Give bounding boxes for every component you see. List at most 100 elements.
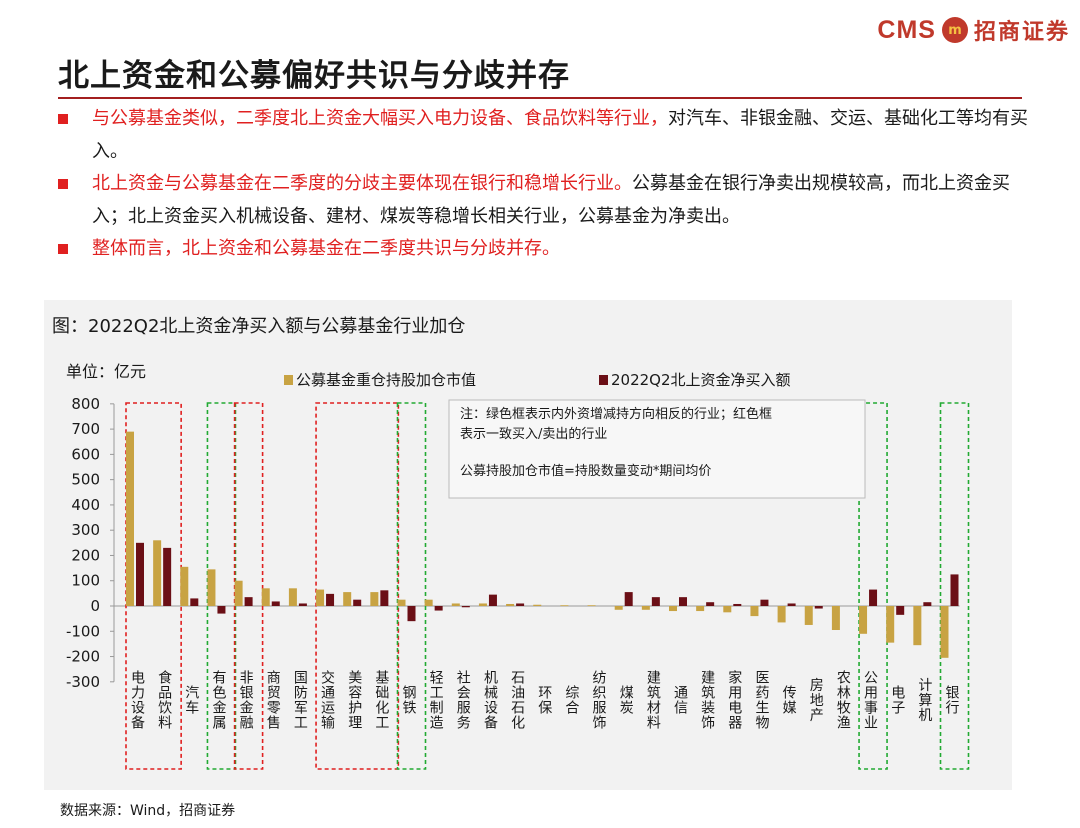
x-tick-label: 综合 — [563, 685, 579, 715]
legend-label: 公募基金重仓持股加仓市值 — [296, 371, 476, 389]
x-tick-label: 银行 — [944, 685, 960, 715]
figure-title: 图：2022Q2北上资金净买入额与公募基金行业加仓 — [52, 316, 466, 337]
x-tick-label: 钢铁 — [401, 685, 417, 715]
bar-fund — [641, 606, 650, 610]
y-tick-label: -300 — [66, 673, 100, 691]
bullet-square-icon — [58, 114, 68, 124]
bar-chart: 单位：亿元 公募基金重仓持股加仓市值 2022Q2北上资金净买入额 800 700 600… — [66, 362, 970, 770]
bullet-body-text: 公募基金在银行净卖出规模较高，而北上资金买入；北上资金买入机械设备、建材、煤炭等… — [92, 173, 1010, 227]
x-tick-label: 有色金属 — [210, 670, 226, 730]
bar-northbound — [896, 606, 905, 615]
highlight-box-green — [939, 402, 970, 770]
bar-northbound — [488, 594, 497, 606]
highlight-box-green — [858, 402, 888, 770]
bar-fund — [831, 606, 840, 631]
y-tick-label: 0 — [90, 597, 100, 615]
bar-northbound — [461, 606, 470, 608]
y-tick-label: 600 — [71, 445, 100, 463]
y-tick-label: 300 — [71, 521, 100, 539]
bar-northbound — [760, 599, 769, 606]
bar-northbound — [407, 606, 416, 622]
x-tick-label: 医药生物 — [753, 670, 769, 730]
bar-northbound — [326, 593, 335, 606]
bar-northbound — [787, 603, 796, 606]
bar-northbound — [298, 603, 307, 606]
x-tick-label: 国防军工 — [292, 670, 308, 730]
x-tick-label: 煤炭 — [618, 685, 634, 715]
unit-label: 单位：亿元 — [66, 362, 146, 381]
x-tick-label: 商贸零售 — [265, 670, 281, 730]
x-tick-label: 通信 — [672, 685, 688, 715]
bar-northbound — [733, 603, 742, 606]
bullet-square-icon — [58, 244, 68, 254]
bar-northbound — [814, 606, 823, 609]
bullet-highlight-text: 北上资金与公募基金在二季度的分歧主要体现在银行和稳增长行业。 — [92, 173, 632, 194]
bar-fund — [424, 599, 433, 606]
x-tick-label: 基础化工 — [373, 669, 389, 730]
bar-northbound — [516, 603, 525, 606]
bar-fund — [397, 599, 406, 606]
bar-northbound — [950, 574, 959, 606]
note-text: 注：绿色框表示内外资增减持方向相反的行业；红色框 — [460, 406, 772, 422]
bar-northbound — [679, 597, 687, 606]
title-divider — [58, 97, 1022, 99]
y-tick-label: -100 — [66, 622, 100, 640]
bar-fund — [478, 603, 487, 606]
bar-fund — [913, 606, 922, 646]
note-text: 公募持股加仓市值=持股数量变动*期间均价 — [460, 463, 711, 479]
bullet-item: 整体而言，北上资金和公募基金在二季度共识与分歧并存。 — [58, 233, 1038, 266]
bullet-list: 与公募基金类似，二季度北上资金大幅买入电力设备、食品饮料等行业，对汽车、非银金融… — [58, 103, 1038, 266]
x-tick-label: 计算机 — [916, 678, 932, 723]
bar-northbound — [190, 598, 199, 606]
logo-text: CMS — [877, 15, 936, 44]
bar-northbound — [244, 597, 253, 606]
x-tick-label: 石油石化 — [509, 670, 525, 730]
x-tick-label: 汽车 — [183, 685, 199, 715]
y-tick-label: 200 — [71, 546, 100, 564]
bullet-highlight-text: 与公募基金类似，二季度北上资金大幅买入电力设备、食品饮料等行业， — [92, 108, 668, 129]
y-tick-label: 400 — [71, 496, 100, 514]
data-source: 数据来源：Wind，招商证券 — [60, 803, 236, 819]
bar-fund — [506, 603, 515, 606]
bar-fund — [261, 588, 270, 606]
x-tick-label: 电力设备 — [129, 670, 145, 730]
bar-fund — [207, 569, 216, 606]
note-text: 表示一致买入/卖出的行业 — [460, 426, 607, 442]
legend-swatch — [284, 375, 293, 385]
y-tick-label: 500 — [71, 471, 100, 489]
bar-fund — [370, 592, 379, 606]
x-tick-label: 建筑装饰 — [699, 670, 715, 730]
x-tick-label: 传媒 — [781, 685, 797, 715]
y-tick-label: 800 — [71, 395, 100, 413]
bar-fund — [669, 606, 677, 612]
bar-northbound — [869, 589, 878, 606]
x-tick-label: 机械设备 — [482, 670, 498, 730]
x-tick-label: 社会服务 — [455, 670, 471, 730]
bar-fund — [451, 603, 460, 606]
bar-fund — [696, 606, 705, 612]
bar-northbound — [217, 606, 226, 614]
bar-northbound — [923, 602, 932, 606]
x-tick-label: 农林牧渔 — [835, 670, 851, 730]
bar-northbound — [163, 547, 172, 606]
bullet-item: 与公募基金类似，二季度北上资金大幅买入电力设备、食品饮料等行业，对汽车、非银金融… — [58, 103, 1038, 168]
x-tick-label: 交通运输 — [319, 669, 335, 730]
x-tick-label: 环保 — [536, 685, 552, 715]
bar-fund — [288, 588, 297, 606]
bullet-body-text: 对汽车、非银金融、交运、基础化工等均有买入。 — [92, 108, 1028, 162]
logo-mark-icon: m — [941, 17, 968, 43]
bar-fund — [560, 605, 569, 607]
bar-northbound — [353, 599, 362, 606]
bar-fund — [587, 605, 596, 607]
bar-fund — [533, 604, 542, 606]
bar-northbound — [434, 606, 443, 611]
bar-fund — [180, 566, 189, 606]
y-tick-label: 100 — [71, 572, 100, 590]
bar-fund — [777, 606, 786, 623]
x-tick-label: 纺织服饰 — [591, 670, 607, 730]
x-tick-label: 公用事业 — [862, 670, 878, 730]
bullet-item: 北上资金与公募基金在二季度的分歧主要体现在银行和稳增长行业。公募基金在银行净卖出… — [58, 168, 1038, 233]
x-tick-label: 非银金融 — [238, 670, 254, 730]
bar-northbound — [380, 590, 389, 606]
bullet-square-icon — [58, 179, 68, 189]
